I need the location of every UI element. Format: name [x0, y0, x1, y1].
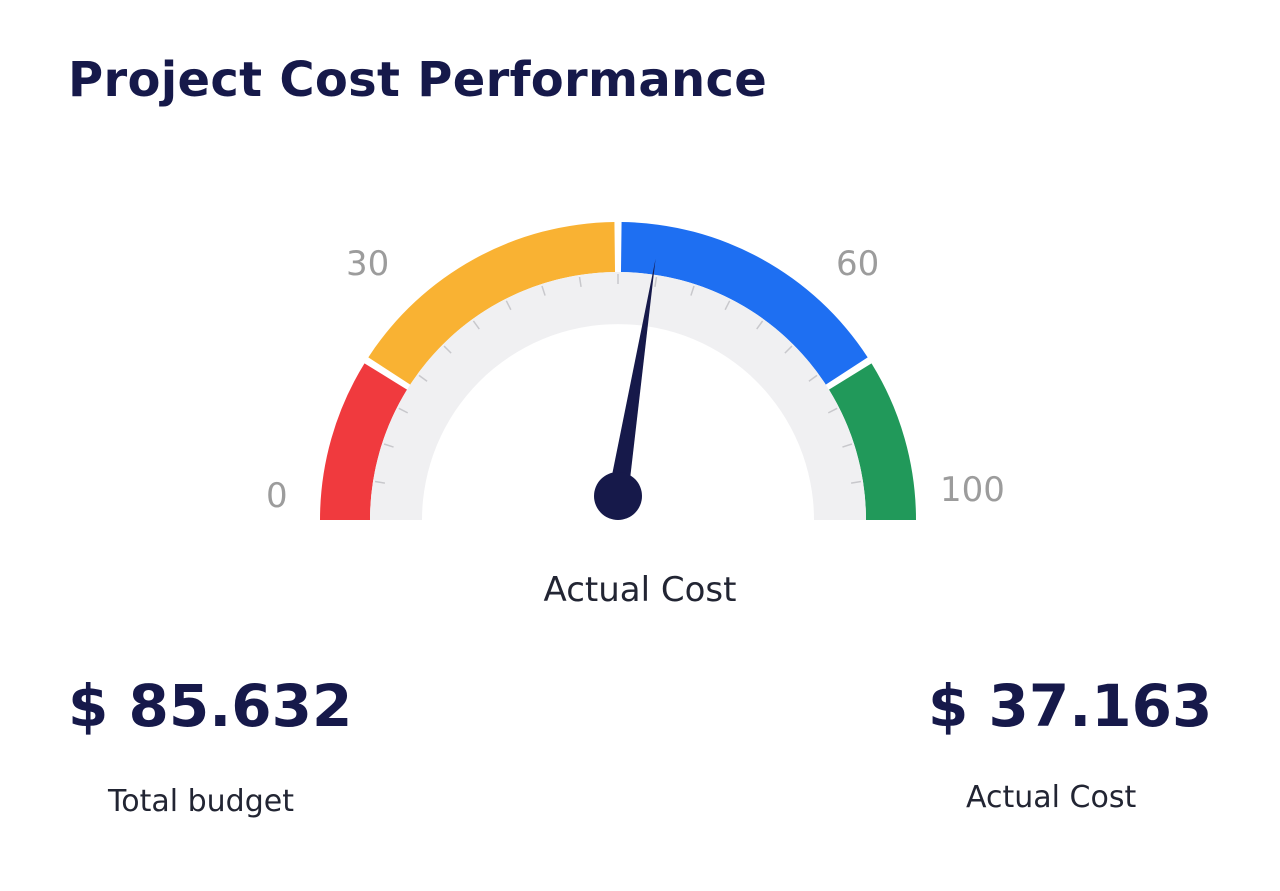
gauge-tick: [654, 276, 658, 288]
gauge-tick: [472, 320, 480, 330]
actual-cost-value: $ 37.163: [928, 672, 1213, 740]
gauge-tick: [541, 285, 546, 296]
gauge-caption: Actual Cost: [543, 570, 737, 610]
gauge-tick: [690, 285, 695, 296]
total-budget-value: $ 85.632: [68, 672, 353, 740]
gauge-tick: [850, 480, 862, 484]
gauge-needle-pointer: [608, 258, 656, 498]
gauge-segment: [368, 222, 616, 385]
gauge-tick: [808, 374, 818, 382]
page-title: Project Cost Performance: [68, 52, 768, 108]
gauge-tick: [383, 443, 394, 448]
gauge-tick: [505, 300, 512, 311]
gauge-tick: [756, 320, 764, 330]
gauge-needle-hub: [594, 472, 642, 520]
gauge-segment: [828, 363, 916, 520]
gauge-segment: [620, 222, 868, 385]
gauge-tick: [578, 276, 582, 288]
gauge-tick: [724, 300, 731, 311]
scale-label-30: 30: [346, 244, 390, 284]
gauge-tick: [418, 374, 428, 382]
scale-label-min: 0: [266, 476, 288, 516]
scale-label-max: 100: [940, 470, 1005, 510]
actual-cost-label: Actual Cost: [966, 780, 1137, 815]
gauge-tick: [398, 407, 409, 414]
gauge-tick: [827, 407, 838, 414]
gauge-tick: [374, 480, 386, 484]
gauge-track: [370, 272, 866, 520]
cost-gauge: [320, 222, 916, 520]
scale-label-60: 60: [836, 244, 880, 284]
gauge-tick: [784, 345, 793, 354]
gauge-segment: [320, 363, 408, 520]
total-budget-label: Total budget: [108, 784, 294, 819]
gauge-tick: [842, 443, 853, 448]
gauge-ticks: [374, 274, 862, 484]
gauge-segments: [320, 222, 916, 520]
gauge-tick: [443, 345, 452, 354]
gauge-track-band: [370, 272, 866, 520]
gauge-needle: [594, 258, 656, 520]
